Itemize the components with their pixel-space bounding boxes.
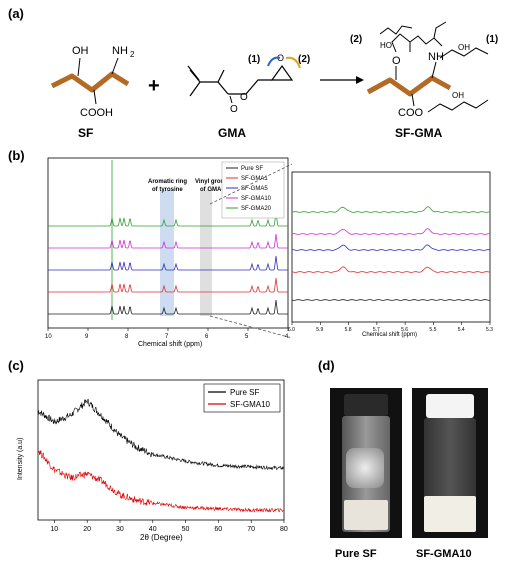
nmr-legend-2: SF-GMA5: [241, 186, 268, 192]
gma-site2-arc: [285, 56, 301, 69]
xrd-xtick-0: 10: [50, 526, 58, 533]
vinyl-band: [200, 190, 212, 316]
xrd-xtick-6: 70: [247, 526, 255, 533]
zoom-xtick-7: 5.3: [486, 327, 493, 333]
sf-gma-label: SF-GMA: [395, 126, 443, 140]
zoom-xtick-1: 5.9: [316, 327, 323, 333]
xrd-xtick-3: 40: [149, 526, 157, 533]
sfgma-site2: (2): [350, 34, 362, 45]
sf-nh2-sub: 2: [130, 50, 135, 59]
nmr-xtick-5: 5: [245, 334, 249, 340]
sfgma-site1: (1): [486, 34, 498, 45]
nmr-xlabel: Chemical shift (ppm): [138, 341, 202, 348]
nmr-series-1: [48, 277, 288, 293]
gma-site1: (1): [248, 54, 260, 65]
xrd-ylabel: Intensity (a.u): [17, 438, 24, 480]
svg-text:O: O: [240, 92, 248, 103]
caption-sf-gma10: SF-GMA10: [416, 548, 472, 560]
xrd-xtick-1: 20: [83, 526, 91, 533]
zoom-xlabel: Chemical shift (ppm): [362, 332, 417, 338]
panel-label-d: (d): [318, 358, 335, 373]
xrd-xlabel: 2θ (Degree): [140, 533, 183, 542]
xrd-xtick-5: 60: [214, 526, 222, 533]
zoom-xtick-4: 5.6: [401, 327, 408, 333]
zoom-xtick-0: 6.0: [288, 327, 295, 333]
panel-label-c: (c): [8, 358, 24, 373]
zoom-series-4: [291, 206, 491, 213]
nmr-series-0: [48, 299, 288, 315]
aromatic-annotation-2: of tyrosine: [152, 187, 183, 193]
caption-pure-sf: Pure SF: [335, 548, 377, 560]
nmr-series-2: [48, 255, 288, 271]
xrd-series-0: [37, 398, 284, 471]
aromatic-band: [160, 190, 174, 316]
sfgma-coo: COO: [398, 107, 424, 119]
sf-cooh: COOH: [80, 107, 113, 119]
gma-ester-o: O: [230, 104, 238, 115]
zoom-xtick-5: 5.5: [429, 327, 436, 333]
panel-label-a: (a): [8, 6, 24, 21]
sf-backbone: [50, 71, 130, 93]
nmr-xtick-6: 4: [285, 334, 289, 340]
zoom-series-1: [291, 266, 491, 273]
zoom-xtick-3: 5.7: [373, 327, 380, 333]
sfgma-o: O: [392, 55, 401, 67]
sfgma-ho: HO: [380, 41, 392, 50]
nmr-legend: Pure SF SF-GMA1 SF-GMA5 SF-GMA10 SF-GMA20: [221, 161, 285, 219]
vinyl-annotation-1: Vinyl group: [195, 179, 228, 185]
xrd-legend: Pure SF SF-GMA10: [203, 383, 281, 413]
nmr-xtick-3: 7: [165, 334, 169, 340]
xrd-xtick-7: 80: [280, 526, 288, 533]
nmr-legend-4: SF-GMA20: [241, 206, 272, 212]
zoom-xtick-6: 5.4: [458, 327, 465, 333]
sfgma-oh-b: OH: [458, 43, 470, 52]
nmr-series-3: [48, 233, 288, 249]
gma-site2: (2): [298, 54, 310, 65]
svg-text:O: O: [277, 53, 284, 63]
panel-label-b: (b): [8, 148, 25, 163]
gma-site1-arc: [267, 56, 281, 67]
vial-photo-sf-gma10: [412, 388, 488, 538]
xrd-chart: 10 20 30 40 50 60 70 80 2θ (Degree) Intensity (…: [17, 379, 288, 542]
sfgma-nh: NH: [428, 51, 444, 63]
scheme-a: OH NH 2 COOH + O O O (1) (2) O NH COO HO…: [50, 21, 498, 119]
nmr-legend-1: SF-GMA1: [241, 176, 268, 182]
nmr-spectra-chart: 10 9 8 7 6 5 4 Aromatic ring of tyrosine Vinyl…: [45, 157, 493, 348]
xrd-legend-gma10: SF-GMA10: [230, 400, 271, 409]
plus-sign: +: [148, 75, 160, 97]
sf-oh: OH: [72, 45, 89, 57]
zoom-series-2: [292, 244, 491, 251]
vinyl-annotation-2: of GMA: [200, 187, 222, 193]
xrd-xtick-4: 50: [182, 526, 190, 533]
nmr-xtick-1: 9: [85, 334, 89, 340]
sfgma-oh-c: OH: [452, 91, 464, 100]
vial-photo-pure-sf: [330, 388, 402, 538]
aromatic-annotation-1: Aromatic ring: [148, 179, 187, 185]
nmr-series-4: [48, 211, 288, 227]
sf-nh2: NH: [112, 45, 128, 57]
sfgma-backbone: [366, 75, 452, 97]
zoom-series-3: [291, 228, 490, 235]
xrd-series-1: [37, 450, 284, 513]
nmr-legend-3: SF-GMA10: [241, 196, 272, 202]
nmr-xtick-4: 6: [205, 334, 209, 340]
gma-label: GMA: [218, 126, 246, 140]
xrd-xtick-2: 30: [116, 526, 124, 533]
sf-label: SF: [78, 126, 94, 140]
nmr-xtick-2: 8: [125, 334, 129, 340]
zoom-xtick-2: 5.8: [345, 327, 352, 333]
xrd-legend-pure: Pure SF: [230, 388, 259, 397]
nmr-xtick-0: 10: [45, 334, 52, 340]
nmr-legend-0: Pure SF: [241, 166, 263, 172]
zoom-series-0: [291, 299, 491, 301]
